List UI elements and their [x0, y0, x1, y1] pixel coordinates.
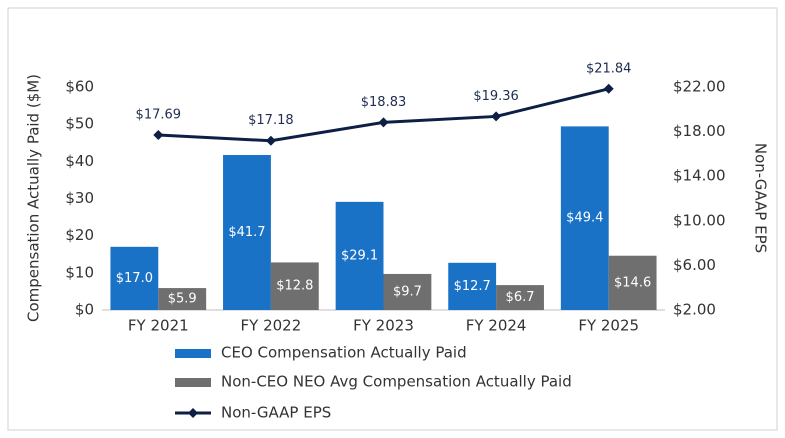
bar-value-label: $5.9: [168, 292, 197, 307]
bar-value-label: $12.8: [276, 279, 313, 294]
x-tick-label: FY 2021: [128, 317, 189, 335]
line-value-label: $21.84: [586, 61, 632, 76]
x-tick-label: FY 2022: [241, 317, 302, 335]
y-tick-label: $40: [65, 152, 94, 170]
bar: [335, 201, 384, 310]
eps-marker: [603, 83, 614, 94]
eps-marker: [378, 117, 389, 128]
bar: [223, 155, 271, 310]
bar-value-label: $17.0: [116, 271, 153, 286]
bar-value-label: $29.1: [341, 248, 378, 263]
bar: [383, 273, 432, 310]
y2-tick-label: $6.00: [673, 256, 716, 274]
bar: [608, 255, 657, 310]
y-tick-label: $0: [75, 301, 94, 319]
bar-value-label: $12.7: [454, 279, 491, 294]
y2-tick-label: $2.00: [673, 301, 716, 319]
bar-value-label: $49.4: [566, 211, 603, 226]
y2-axis-title: Non-GAAP EPS: [752, 143, 770, 253]
y-tick-label: $20: [65, 226, 94, 244]
line-value-label: $17.18: [248, 113, 294, 128]
y2-tick-label: $10.00: [673, 211, 726, 229]
x-tick-label: FY 2024: [466, 317, 527, 335]
bar-value-label: $9.7: [393, 284, 422, 299]
legend-swatch: [175, 349, 211, 358]
bar: [496, 285, 544, 310]
line-value-label: $19.36: [473, 89, 519, 104]
bar: [110, 246, 159, 310]
bar: [158, 288, 207, 310]
legend-label: Non-GAAP EPS: [221, 404, 331, 422]
y-axis-title: Compensation Actually Paid ($M): [25, 74, 43, 322]
y2-tick-label: $22.00: [673, 78, 726, 96]
bar: [560, 126, 609, 310]
bar-value-label: $41.7: [228, 225, 265, 240]
line-value-label: $18.83: [361, 95, 407, 110]
legend-label: CEO Compensation Actually Paid: [221, 344, 467, 362]
x-tick-label: FY 2025: [578, 317, 639, 335]
eps-marker: [265, 135, 276, 146]
x-tick-label: FY 2023: [353, 317, 414, 335]
legend-swatch: [175, 378, 211, 387]
y-tick-label: $60: [65, 78, 94, 96]
bar-value-label: $14.6: [614, 275, 651, 290]
y2-tick-label: $18.00: [673, 122, 726, 140]
eps-marker: [153, 130, 164, 141]
bar: [448, 262, 497, 310]
chart-border: [7, 7, 778, 431]
bar-value-label: $6.7: [506, 290, 535, 305]
legend-marker: [188, 408, 198, 418]
y2-tick-label: $14.00: [673, 167, 726, 185]
y-tick-label: $50: [65, 115, 94, 133]
line-value-label: $17.69: [136, 108, 182, 123]
bar: [270, 262, 319, 310]
y-tick-label: $30: [65, 189, 94, 207]
eps-marker: [491, 111, 502, 122]
legend-label: Non-CEO NEO Avg Compensation Actually Pa…: [221, 373, 572, 391]
y-tick-label: $10: [65, 263, 94, 281]
